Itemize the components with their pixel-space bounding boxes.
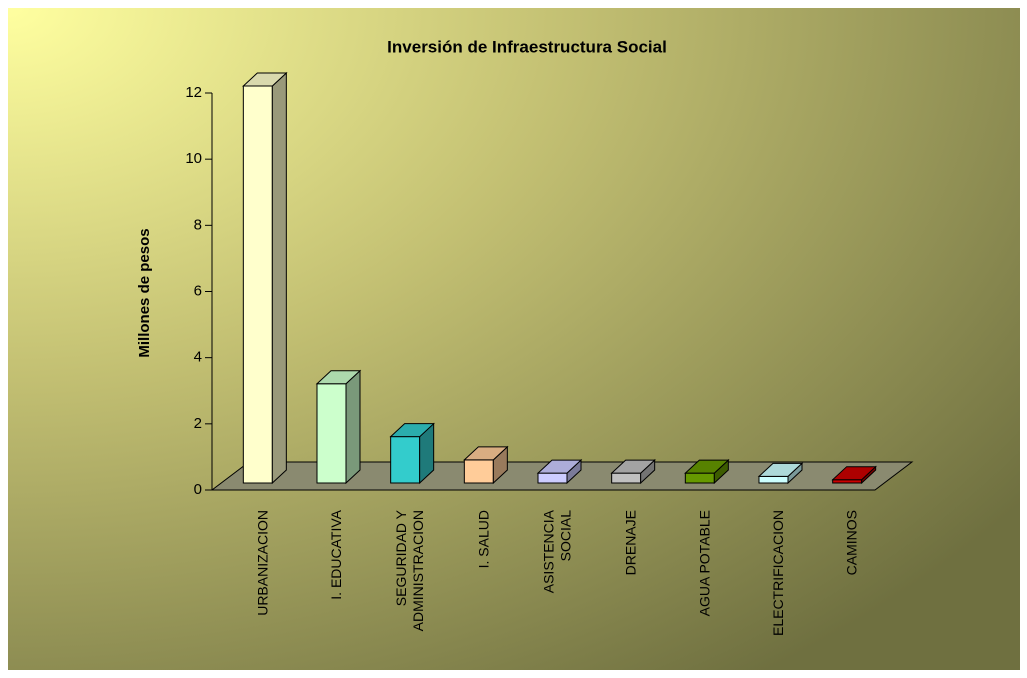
bar-face [316,383,347,484]
x-tick-label: SEGURIDAD Y ADMINISTRACION [393,510,427,632]
y-tick-label: 8 [194,216,202,233]
x-tick-label: ELECTRIFICACION [770,510,786,637]
bar-face [463,446,509,461]
bar-face [536,459,583,474]
bar-face [610,459,656,474]
bar-face [242,85,273,484]
bar-face [345,369,361,485]
bar-face [684,472,715,484]
bar-face [271,71,287,485]
bar [684,458,730,485]
y-tick-label: 0 [194,481,202,498]
bar-face [611,472,642,484]
x-tick-label: AGUA POTABLE [696,510,713,617]
bar-face [389,423,435,438]
bar-face [684,459,730,474]
y-tick-label: 2 [194,415,202,432]
bar-face [242,72,288,87]
bar-face [390,436,421,484]
bar-face [757,462,804,477]
bar-face [315,370,362,385]
x-tick-label: I. SALUD [475,510,492,569]
bar-face [463,459,494,484]
y-tick-label: 4 [194,349,202,366]
bar [463,445,509,485]
bar [242,71,288,485]
x-tick-label: I. EDUCATIVA [328,510,344,600]
bar [536,458,583,485]
x-tick-label: ASISTENCIA SOCIAL [540,510,574,594]
background [8,8,1020,670]
bar [757,462,804,485]
bar-face [758,475,789,484]
bar [389,422,435,485]
y-axis-label: Millones de pesos [136,228,153,357]
bar [610,458,656,485]
y-tick-label: 12 [185,84,202,101]
y-tick-label: 10 [185,150,202,167]
bar-face [537,472,568,484]
x-tick-label: URBANIZACION [254,510,271,616]
chart-title: Inversión de Infraestructura Social [387,37,667,56]
x-tick-label: CAMINOS [843,510,860,576]
bar [315,369,362,485]
y-tick-label: 6 [194,282,202,299]
x-tick-label: DRENAJE [622,510,639,576]
bar [831,465,877,485]
bar-face [831,466,877,481]
